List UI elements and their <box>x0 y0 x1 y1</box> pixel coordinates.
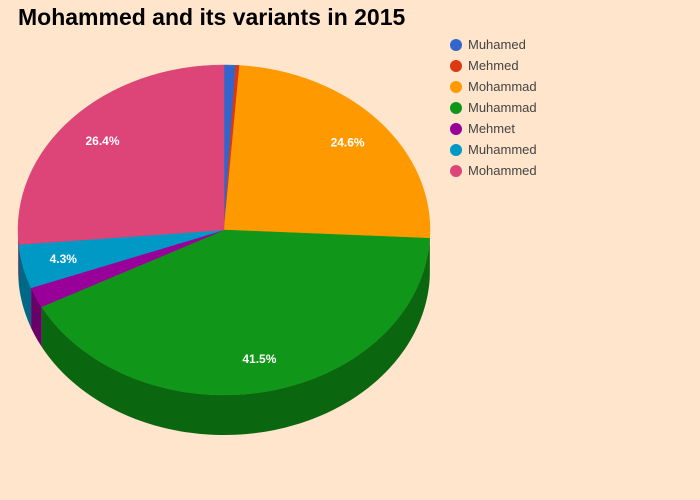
legend-marker-icon <box>450 80 462 93</box>
pie-data-labels: 24.6% 41.5% 4.3% 26.4% <box>50 134 365 366</box>
chart-title: Mohammed and its variants in 2015 <box>18 4 406 30</box>
legend-item[interactable]: Muhamed <box>450 34 537 55</box>
legend-label: Mehmed <box>468 58 519 73</box>
pie-slices <box>17 64 431 396</box>
legend-marker-icon <box>450 143 462 156</box>
legend-marker-icon <box>450 38 462 51</box>
legend-label: Muhammed <box>468 142 537 157</box>
legend-item[interactable]: Mohammad <box>450 76 537 97</box>
pie-label-muhammed: 4.3% <box>50 252 78 266</box>
pie-slice-mohammad[interactable] <box>223 65 431 239</box>
legend-label: Muhamed <box>468 37 526 52</box>
legend-item[interactable]: Mehmet <box>450 118 537 139</box>
legend-marker-icon <box>450 164 462 177</box>
legend-label: Mohammed <box>468 163 537 178</box>
legend-item[interactable]: Mohammed <box>450 160 537 181</box>
legend-item[interactable]: Muhammad <box>450 97 537 118</box>
pie-label-mohammed: 26.4% <box>85 134 119 148</box>
legend-item[interactable]: Mehmed <box>450 55 537 76</box>
legend-label: Muhammad <box>468 100 537 115</box>
pie-slice-mohammed[interactable] <box>17 64 225 245</box>
pie-side-muhammad <box>41 238 430 435</box>
legend-label: Mohammad <box>468 79 537 94</box>
pie-label-mohammad: 24.6% <box>331 136 365 150</box>
chart-legend: Muhamed Mehmed Mohammad Muhammad Mehmet Muham… <box>450 34 537 181</box>
pie-label-muhammad: 41.5% <box>242 352 276 366</box>
pie-side-muhammed <box>18 244 32 328</box>
legend-item[interactable]: Muhammed <box>450 139 537 160</box>
legend-marker-icon <box>450 59 462 72</box>
legend-marker-icon <box>450 122 462 135</box>
legend-marker-icon <box>450 101 462 114</box>
legend-label: Mehmet <box>468 121 515 136</box>
pie-slice-muhammad[interactable] <box>41 229 431 396</box>
